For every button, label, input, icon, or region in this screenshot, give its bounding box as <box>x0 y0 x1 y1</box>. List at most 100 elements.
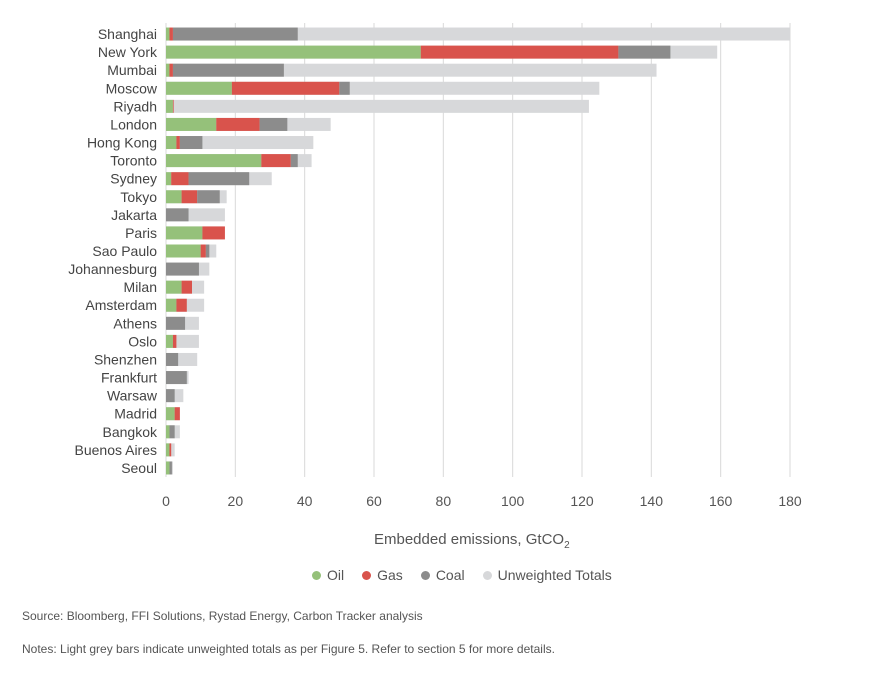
x-axis-tick-labels: 0 20 40 60 80 100 120 140 160 180 <box>162 493 802 509</box>
bar-oil <box>166 280 182 294</box>
x-tick-label: 0 <box>162 493 170 509</box>
x-tick-label: 140 <box>640 493 664 509</box>
bar-gas <box>216 117 260 131</box>
bar-gas <box>176 298 187 312</box>
bar-oil <box>166 425 170 439</box>
bar-gas <box>169 443 172 457</box>
y-category-label: New York <box>98 44 158 60</box>
bar-unweighted-total <box>166 63 657 77</box>
legend-swatch-gas <box>362 570 372 580</box>
bar-gas <box>172 99 174 113</box>
bar-coal <box>188 172 250 186</box>
legend-item-gas: Gas <box>362 567 403 583</box>
bar-gas <box>231 81 340 95</box>
bar-coal <box>169 425 175 439</box>
bar-coal <box>166 389 175 403</box>
legend-item-coal: Coal <box>420 567 465 583</box>
y-category-label: Seoul <box>121 460 157 476</box>
y-category-label: Athens <box>113 315 157 331</box>
bar-oil <box>166 136 177 150</box>
bar-coal <box>205 244 210 258</box>
x-tick-label: 160 <box>709 493 733 509</box>
bar-oil <box>166 461 170 475</box>
x-tick-label: 100 <box>501 493 525 509</box>
y-category-label: London <box>110 116 157 132</box>
notes-text: Notes: Light grey bars indicate unweight… <box>22 642 555 656</box>
bar-oil <box>166 81 232 95</box>
bar-gas <box>169 27 173 41</box>
bar-coal <box>290 154 298 168</box>
bar-coal <box>197 190 220 204</box>
y-category-label: Madrid <box>114 406 157 422</box>
y-category-label: Toronto <box>110 153 157 169</box>
bar-coal <box>172 63 284 77</box>
y-category-label: Riyadh <box>113 98 157 114</box>
y-category-label: Tokyo <box>120 189 157 205</box>
y-category-label: Amsterdam <box>85 297 157 313</box>
x-tick-label: 40 <box>297 493 313 509</box>
bar-gas <box>169 63 173 77</box>
bar-gas <box>181 280 192 294</box>
bar-coal <box>169 461 172 475</box>
y-axis-labels: Shanghai New York Mumbai Moscow Riyadh London… <box>68 26 158 476</box>
bar-oil <box>166 27 170 41</box>
bar-oil <box>166 334 173 348</box>
x-tick-label: 180 <box>778 493 802 509</box>
bar-oil <box>166 117 217 131</box>
y-category-label: Milan <box>124 279 157 295</box>
gridlines <box>165 23 791 477</box>
y-category-label: Sao Paulo <box>92 243 157 259</box>
bar-coal <box>166 316 186 330</box>
x-tick-label: 60 <box>366 493 382 509</box>
x-tick-label: 120 <box>570 493 594 509</box>
y-category-label: Hong Kong <box>87 135 157 151</box>
bar-gas <box>174 407 180 421</box>
y-category-label: Oslo <box>128 333 157 349</box>
bar-unweighted-total <box>166 136 314 150</box>
bar-oil <box>166 407 175 421</box>
y-category-label: Bangkok <box>103 424 158 440</box>
legend-swatch-unweighted-totals <box>482 570 492 580</box>
bar-oil <box>166 99 173 113</box>
y-category-label: Sydney <box>110 171 157 187</box>
legend-label-gas: Gas <box>377 567 403 583</box>
y-category-label: Buenos Aires <box>75 442 158 458</box>
bar-coal <box>166 262 199 276</box>
bar-unweighted-total <box>166 27 790 41</box>
bar-coal <box>259 117 288 131</box>
legend-item-oil: Oil <box>312 567 344 583</box>
bar-gas <box>171 172 189 186</box>
source-note: Source: Bloomberg, FFI Solutions, Rystad… <box>22 609 423 623</box>
legend: Oil Gas Coal Unweighted Totals <box>312 567 612 583</box>
legend-label-coal: Coal <box>435 567 465 583</box>
y-category-label: Shenzhen <box>94 351 157 367</box>
emissions-chart: Shanghai New York Mumbai Moscow Riyadh London… <box>68 23 802 509</box>
y-category-label: Paris <box>125 225 157 241</box>
x-axis-label-subscript: 2 <box>564 540 570 551</box>
y-category-label: Mumbai <box>107 62 157 78</box>
bar-coal <box>339 81 350 95</box>
bar-oil <box>166 45 421 59</box>
y-category-label: Frankfurt <box>101 370 157 386</box>
bar-gas <box>261 154 291 168</box>
legend-label-unweighted-totals: Unweighted Totals <box>497 567 612 583</box>
x-axis-label-text: Embedded emissions, GtCO <box>374 531 565 548</box>
bar-coal <box>179 136 203 150</box>
bar-oil <box>166 443 170 457</box>
bar-oil <box>166 172 172 186</box>
x-tick-label: 80 <box>436 493 452 509</box>
bar-oil <box>166 63 170 77</box>
bar-coal <box>166 371 187 385</box>
y-category-label: Johannesburg <box>68 261 157 277</box>
bar-oil <box>166 226 203 240</box>
y-category-label: Shanghai <box>98 26 157 42</box>
legend-item-unweighted-totals: Unweighted Totals <box>482 567 612 583</box>
bar-gas <box>420 45 619 59</box>
legend-swatch-coal <box>420 570 430 580</box>
y-category-label: Jakarta <box>111 207 157 223</box>
x-tick-label: 20 <box>228 493 244 509</box>
bar-coal <box>166 352 179 366</box>
bar-gas <box>181 190 198 204</box>
bar-coal <box>172 27 298 41</box>
legend-swatch-oil <box>312 570 321 580</box>
